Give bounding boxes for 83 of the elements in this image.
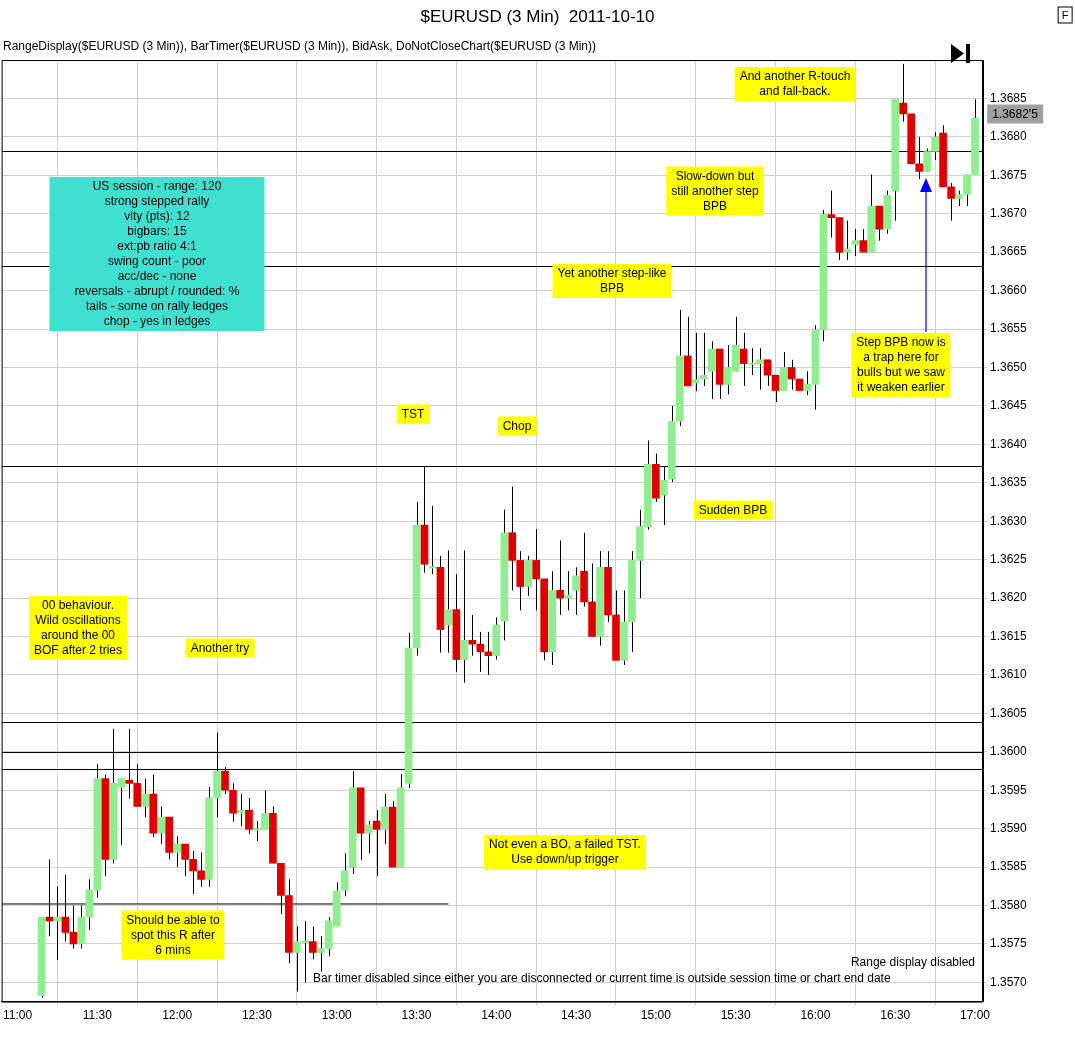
x-tick-label: 13:30 <box>401 1008 432 1023</box>
chart-title: $EURUSD (3 Min) 2011-10-10 <box>420 6 655 26</box>
y-tick-label: 1.3595 <box>990 782 1028 797</box>
annotation: Range display disabled <box>850 954 975 970</box>
y-tick-label: 1.3610 <box>990 667 1028 682</box>
annotation: Should be able to spot this R after 6 mins <box>121 910 225 960</box>
candlestick <box>427 505 438 575</box>
annotation: Sudden BPB <box>693 500 773 520</box>
annotation: Not even a BO, a failed TST. Use down/up trigger <box>484 835 646 869</box>
candlestick <box>787 359 796 391</box>
candlestick <box>699 332 708 387</box>
y-tick-label: 1.3665 <box>990 244 1028 259</box>
chart-subtitle: RangeDisplay($EURUSD (3 Min)), BarTimer($EURUSD (3 Min)), BidAsk, DoNotCloseChart($EURUSD (3 Min)) <box>3 39 597 54</box>
candlestick <box>141 778 150 818</box>
x-tick-label: 16:30 <box>880 1008 911 1023</box>
y-tick-label: 1.3675 <box>990 167 1028 182</box>
y-tick-label: 1.3605 <box>990 705 1028 720</box>
y-tick-label: 1.3575 <box>990 936 1028 951</box>
candlestick <box>173 835 181 868</box>
x-tick-label: 14:00 <box>481 1008 512 1023</box>
y-tick-label: 1.3590 <box>990 820 1028 835</box>
x-tick-label: 12:00 <box>162 1008 193 1023</box>
candlestick <box>532 528 541 611</box>
candlestick <box>771 374 780 403</box>
candlestick <box>779 351 788 392</box>
annotation: Bar timer disabled since either you are disconnected or current time is outside session time or chart end date <box>313 970 891 986</box>
candlestick <box>556 539 564 616</box>
candlestick <box>372 809 381 877</box>
candlestick <box>308 925 317 960</box>
x-tick-label: 16:00 <box>800 1008 831 1023</box>
y-tick-label: 1.3680 <box>990 129 1028 144</box>
y-tick-label: 1.3620 <box>990 590 1028 605</box>
y-tick-label: 1.3600 <box>990 744 1028 759</box>
candlestick <box>340 852 349 897</box>
x-tick-label: 15:30 <box>720 1008 751 1023</box>
y-tick-label: 1.3635 <box>990 475 1028 490</box>
candlestick <box>763 359 772 387</box>
y-tick-label: 1.3585 <box>990 859 1028 874</box>
candlestick <box>157 805 166 845</box>
note-box: US session - range: 120 strong stepped rally vlty (pts): 12 bigbars: 15 ext:pb ratio 4:1 swing count - poor acc/dec - none reversals - abrupt / rounded: % tails - some on rally ledges chop - yes in ledges <box>49 177 265 331</box>
y-tick-label: 1.3660 <box>990 282 1028 297</box>
candlestick <box>739 332 748 387</box>
annotation: Chop <box>497 416 537 436</box>
candlestick <box>237 793 245 827</box>
y-tick-label: 1.3650 <box>990 359 1028 374</box>
text: F <box>1057 6 1073 24</box>
candlestick <box>245 797 253 835</box>
annotation: And another R-touch and fall-back. <box>734 67 856 101</box>
y-tick-label: 1.3645 <box>990 398 1028 413</box>
y-tick-label: 1.3685 <box>990 90 1028 105</box>
annotation: Another try <box>185 638 255 658</box>
annotation: Yet another step-like BPB <box>552 264 672 298</box>
x-tick-label: 15:00 <box>640 1008 672 1023</box>
y-tick-label: 1.3670 <box>990 206 1028 221</box>
annotation: TST <box>396 404 430 424</box>
x-tick-label: 14:30 <box>561 1008 592 1023</box>
y-tick-label: 1.3580 <box>990 897 1028 912</box>
x-tick-label: 11:30 <box>82 1008 113 1023</box>
y-tick-label: 1.3615 <box>990 628 1028 643</box>
candlestick <box>444 549 453 654</box>
annotation: Slow-down but still another step BPB <box>666 166 764 216</box>
y-tick-label: 1.3630 <box>990 513 1028 528</box>
candlestick <box>484 631 493 676</box>
candlestick <box>197 851 205 888</box>
x-tick-label: 11:00 <box>3 1008 33 1023</box>
y-tick-label: 1.3625 <box>990 551 1028 566</box>
candlestick <box>460 549 469 684</box>
candlestick <box>707 340 716 400</box>
candlestick <box>364 820 373 854</box>
candlestick <box>572 566 580 616</box>
x-tick-label: 17:00 <box>960 1008 991 1023</box>
y-tick-label: 1.3640 <box>990 436 1028 451</box>
candlestick <box>691 332 700 392</box>
candlestick <box>851 228 860 257</box>
text: 1.3682'5 <box>987 104 1043 124</box>
annotation: Step BPB now is a trap here for bulls but we saw it weaken earlier <box>851 333 951 397</box>
x-tick-label: 13:00 <box>321 1008 353 1023</box>
x-tick-label: 12:30 <box>241 1008 273 1023</box>
y-tick-label: 1.3570 <box>990 974 1028 989</box>
candlestick <box>380 793 389 845</box>
annotation: 00 behaviour. Wild oscillations around the 00 BOF after 2 tries <box>28 596 128 660</box>
candlestick <box>875 205 884 242</box>
y-tick-label: 1.3655 <box>990 321 1028 336</box>
